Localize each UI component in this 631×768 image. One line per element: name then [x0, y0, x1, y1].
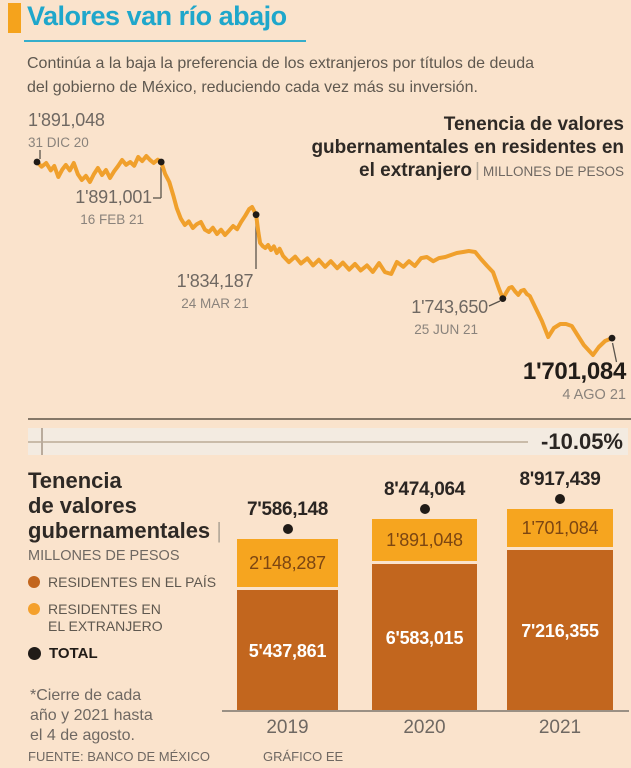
annotation-value: 1'891,001: [75, 187, 152, 207]
annotation-date: 16 FEB 21: [80, 212, 144, 227]
line-anchor-dots: [33, 158, 616, 342]
title-accent-bar: [8, 3, 21, 33]
band-axis-line: [28, 441, 528, 443]
bar-2019: 7'586,148 2'148,287 5'437,861: [237, 499, 338, 712]
annotation-value: 1'701,084: [522, 358, 626, 385]
title-underline: [24, 40, 306, 42]
segment-pais: 5'437,861: [237, 590, 338, 712]
bar-2020: 8'474,064 1'891,048 6'583,015: [372, 479, 477, 712]
legend-item-extranjero: RESIDENTES EN EL EXTRANJERO: [28, 601, 228, 635]
bar-chart-legend: Tenencia de valores gubernamentales | MI…: [28, 468, 228, 662]
total-marker-dot: [282, 524, 293, 534]
bar-chart-baseline: [222, 710, 629, 712]
change-band: -10.05%: [28, 428, 628, 455]
annotation-date: 25 JUN 21: [414, 322, 478, 337]
annotation-16feb21: 1'891,001 16 FEB 21: [50, 187, 152, 230]
band-axis-tick: [41, 428, 43, 455]
annotation-date: 31 DIC 20: [28, 135, 89, 150]
bar-chart-title-line1: Tenencia: [28, 468, 122, 493]
annotation-value: 1'834,187: [176, 271, 254, 291]
section-divider: [28, 418, 631, 420]
line-chart-title: Tenencia de valores gubernamentales en r…: [311, 113, 624, 183]
bar-chart-title-line3: gubernamentales |: [28, 518, 223, 543]
annotation-leader-lines: [39, 150, 618, 363]
segment-extranjero: 1'891,048: [372, 519, 477, 561]
line-chart-title-line2: gubernamentales en residentes en: [311, 137, 624, 158]
legend-label: TOTAL: [49, 645, 98, 662]
title-pipe-divider: |: [216, 518, 223, 543]
annotation-24mar21: 1'834,187 24 MAR 21: [166, 271, 264, 314]
year-label-2020: 2020: [403, 717, 446, 738]
footnote: *Cierre de cada año y 2021 hasta el 4 de…: [30, 687, 153, 744]
bar-total-label: 7'586,148: [246, 499, 329, 520]
bar-total-label: 8'474,064: [383, 479, 466, 500]
bar-total-label: 8'917,439: [519, 469, 601, 490]
segment-extranjero: 2'148,287: [237, 539, 338, 587]
annotation-value: 1'891,048: [28, 110, 105, 130]
extranjero-dot-icon: [28, 603, 40, 615]
total-dot-icon: [28, 647, 41, 660]
bar-chart-title-line2: de valores: [28, 493, 137, 518]
source-label: FUENTE: BANCO DE MÉXICO: [28, 749, 211, 764]
segment-value: 2'148,287: [249, 552, 326, 573]
bar-2021: 8'917,439 1'701,084 7'216,355: [507, 469, 613, 712]
annotation-date: 4 AGO 21: [562, 387, 626, 403]
segment-value: 5'437,861: [248, 640, 327, 661]
total-marker-dot: [555, 494, 565, 504]
legend-label: RESIDENTES EN EL EXTRANJERO: [48, 601, 163, 634]
annotation-25jun21: 1'743,650 25 JUN 21: [390, 297, 488, 340]
annotation-4ago21: 1'701,084 4 AGO 21: [470, 358, 626, 405]
page-title: Valores van río abajo: [27, 1, 287, 31]
subtitle-line-2: del gobierno de México, reduciendo cada …: [27, 79, 478, 96]
total-marker-dot: [419, 504, 430, 514]
annotation-value: 1'743,650: [411, 297, 488, 317]
segment-pais: 6'583,015: [372, 564, 477, 712]
title-pipe-divider: |: [475, 160, 480, 181]
year-label-2021: 2021: [538, 717, 582, 738]
pais-dot-icon: [28, 576, 40, 588]
bar-chart-units: MILLONES DE PESOS: [28, 548, 180, 564]
annotation-31dic20: 1'891,048 31 DIC 20: [28, 110, 105, 153]
segment-value: 6'583,015: [385, 627, 464, 648]
line-chart-units: MILLONES DE PESOS: [482, 164, 624, 179]
line-chart-title-line3: el extranjero | MILLONES DE PESOS: [359, 160, 624, 181]
segment-value: 1'891,048: [386, 529, 463, 550]
segment-value: 1'701,084: [521, 517, 599, 538]
legend-item-total: TOTAL: [28, 645, 228, 662]
line-chart-title-line1: Tenencia de valores: [443, 114, 624, 135]
foreign-holdings-line: [35, 154, 614, 357]
annotation-date: 24 MAR 21: [181, 296, 249, 311]
year-label-2019: 2019: [266, 717, 309, 738]
change-percent: -10.05%: [541, 429, 623, 454]
subtitle-line-1: Continúa a la baja la preferencia de los…: [27, 55, 534, 72]
subtitle: Continúa a la baja la preferencia de los…: [27, 52, 612, 100]
legend-item-pais: RESIDENTES EN EL PAÍS: [28, 574, 228, 591]
segment-extranjero: 1'701,084: [507, 509, 613, 547]
credit-label: GRÁFICO EE: [263, 749, 344, 764]
segment-pais: 7'216,355: [507, 550, 613, 712]
legend-label: RESIDENTES EN EL PAÍS: [48, 574, 217, 590]
segment-value: 7'216,355: [521, 620, 599, 641]
